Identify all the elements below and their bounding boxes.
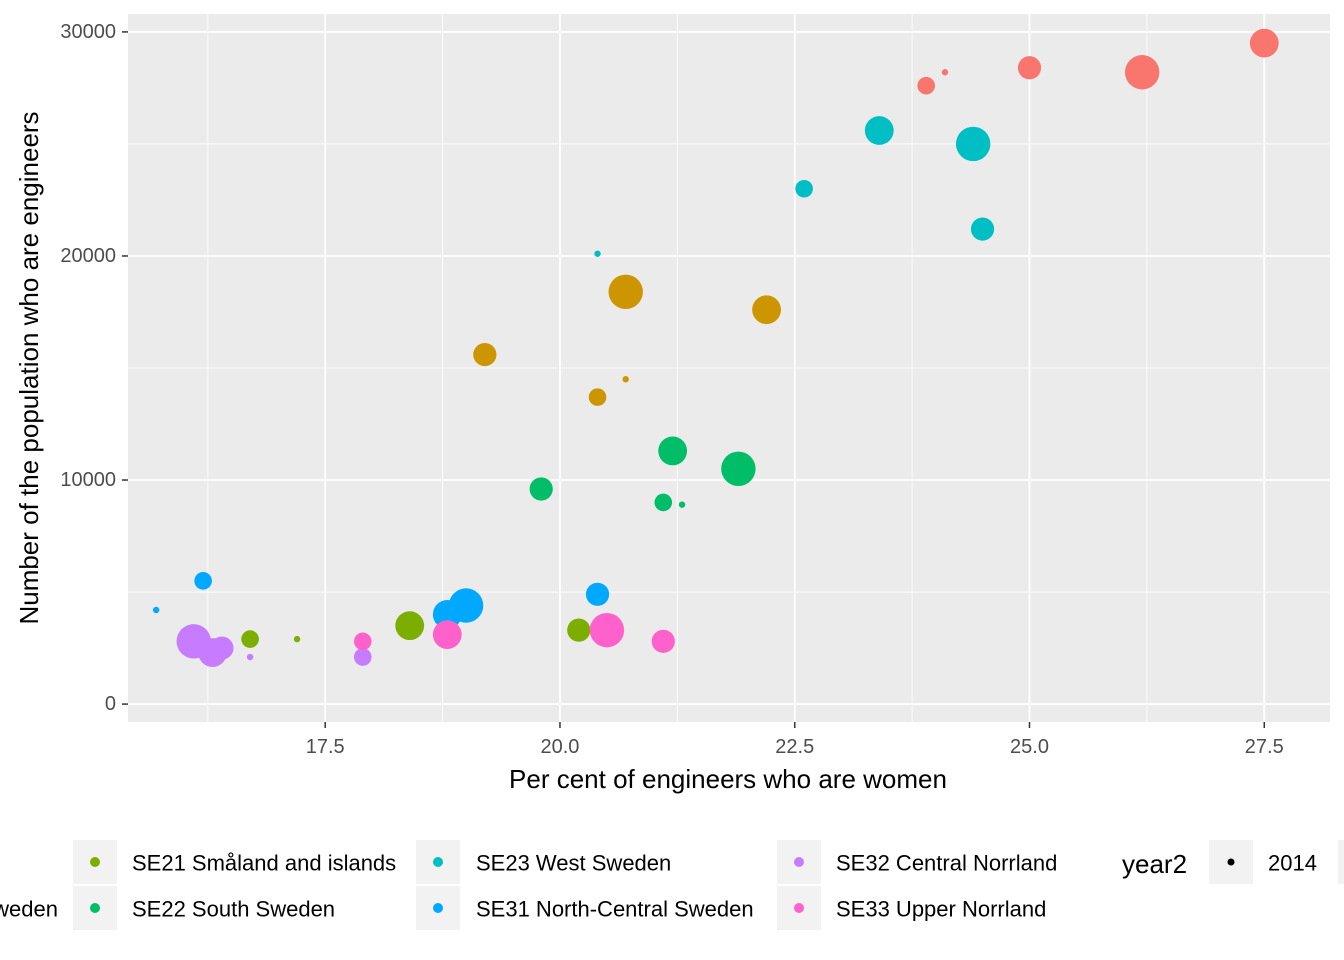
legend-item: weden [0,897,58,922]
legend-dot [90,903,100,913]
legend-dot [90,857,100,867]
y-tick-label: 0 [105,693,116,715]
data-point [589,612,625,648]
data-point [567,618,591,642]
y-tick-label: 30000 [60,21,116,43]
data-point [152,606,160,614]
data-point [622,376,629,383]
data-point [588,388,607,406]
y-tick-label: 10000 [60,469,116,491]
legend-dot [794,903,804,913]
data-point [293,635,301,643]
legend-label: SE33 Upper Norrland [836,897,1046,922]
x-axis-ticks: 17.5 20.0 22.5 25.0 27.5 [306,722,1284,758]
y-tick-label: 20000 [60,245,116,267]
data-point [353,648,372,666]
legend-dot [1227,858,1235,866]
x-tick-label: 20.0 [541,736,580,758]
data-point [795,179,813,198]
x-tick-label: 17.5 [306,736,345,758]
size-legend-title: year2 [1122,849,1187,879]
data-point [721,451,756,487]
data-point [1249,28,1279,58]
legend-item: SE21 Småland and islands [73,840,396,884]
legend-label: SE31 North-Central Sweden [476,897,754,922]
data-points [152,28,1279,667]
data-point [955,126,991,162]
x-tick-label: 22.5 [775,736,814,758]
legend-label: weden [0,897,58,922]
x-tick-label: 27.5 [1245,736,1284,758]
legend-label: SE21 Småland and islands [132,851,396,876]
data-point [1017,56,1042,80]
data-point [448,588,484,623]
x-tick-label: 25.0 [1010,736,1049,758]
data-point [241,630,259,648]
legend-item: SE32 Central Norrland [777,840,1057,884]
legend-key-cut [1338,840,1344,884]
data-point [678,501,686,508]
legend-label: SE32 Central Norrland [836,851,1057,876]
data-point [864,116,894,145]
legend-item: SE23 West Sweden [416,840,671,884]
data-point [432,620,462,650]
data-point [473,342,497,367]
data-point [210,636,234,660]
legend-item: SE33 Upper Norrland [777,886,1046,930]
data-point [917,76,936,95]
legend-dot [433,903,443,913]
data-point [353,632,372,651]
legend-item: SE22 South Sweden [73,886,335,930]
data-point [608,274,643,310]
data-point [654,493,673,512]
data-point [395,611,425,641]
legend-item: SE31 North-Central Sweden [416,886,754,930]
y-axis-title: Number of the population who are enginee… [14,111,44,624]
data-point [651,629,675,653]
legend-dot [794,857,804,867]
legend: weden SE21 Småland and islands SE22 Sout… [0,840,1344,930]
data-point [970,217,995,241]
data-point [658,436,688,466]
data-point [752,295,781,325]
data-point [246,653,254,661]
legend-dot [433,857,443,867]
data-point [594,250,601,257]
x-axis-title: Per cent of engineers who are women [509,764,947,794]
legend-item: 2014 [1209,840,1317,884]
data-point [529,477,553,501]
data-point [1124,55,1160,90]
legend-label: SE23 West Sweden [476,851,671,876]
data-point [941,69,949,76]
data-point [176,624,211,659]
y-axis-ticks: 0 10000 20000 30000 [60,21,128,715]
data-point [194,572,212,590]
legend-label: 2014 [1268,851,1317,876]
legend-label: SE22 South Sweden [132,897,335,922]
data-point [585,582,610,606]
